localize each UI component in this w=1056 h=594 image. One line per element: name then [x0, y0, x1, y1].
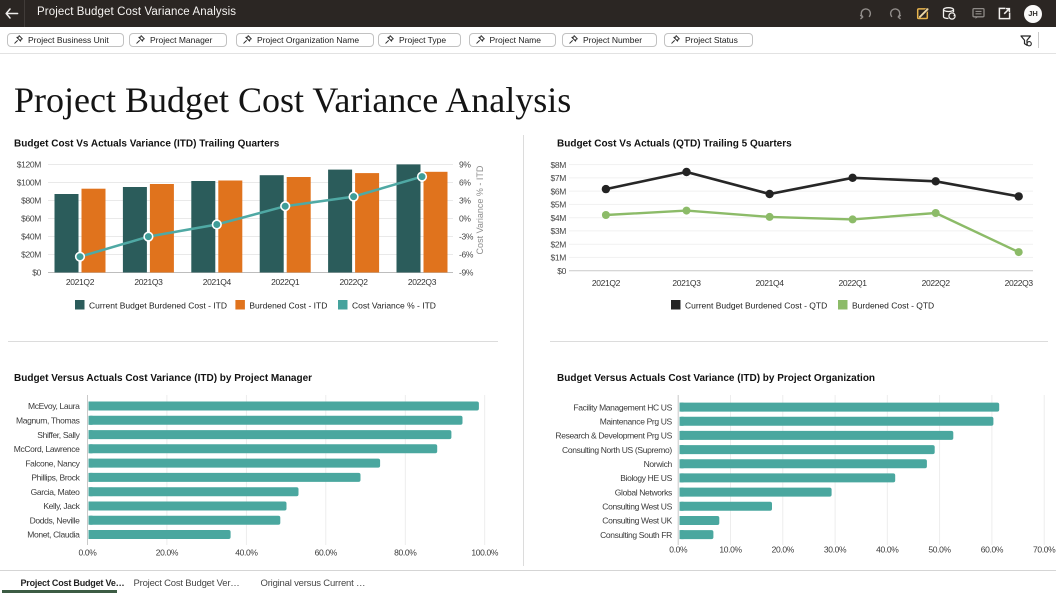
svg-text:$3M: $3M: [551, 226, 567, 236]
svg-text:$60M: $60M: [21, 214, 41, 224]
svg-text:Cost Variance % - ITD: Cost Variance % - ITD: [352, 301, 436, 311]
svg-text:2022Q3: 2022Q3: [1005, 278, 1034, 288]
svg-text:Current Budget Burdened Cost -: Current Budget Burdened Cost - QTD: [685, 301, 827, 311]
svg-text:2021Q4: 2021Q4: [756, 278, 785, 288]
svg-text:60.0%: 60.0%: [315, 548, 338, 558]
svg-text:30.0%: 30.0%: [824, 545, 847, 555]
svg-text:Phillips, Brock: Phillips, Brock: [31, 473, 80, 483]
svg-text:6%: 6%: [459, 178, 471, 188]
svg-text:$40M: $40M: [21, 232, 41, 242]
svg-text:10.0%: 10.0%: [719, 545, 742, 555]
svg-text:Current Budget Burdened Cost -: Current Budget Burdened Cost - ITD: [89, 301, 227, 311]
svg-text:0.0%: 0.0%: [79, 548, 98, 558]
svg-text:Budget Versus Actuals Cost Var: Budget Versus Actuals Cost Variance (ITD…: [14, 373, 312, 384]
svg-text:2021Q3: 2021Q3: [672, 278, 701, 288]
svg-text:McCord, Lawrence: McCord, Lawrence: [14, 444, 80, 454]
svg-text:Consulting West US: Consulting West US: [602, 502, 672, 512]
svg-text:0%: 0%: [459, 214, 471, 224]
svg-text:50.0%: 50.0%: [928, 545, 951, 555]
svg-text:2022Q1: 2022Q1: [271, 277, 300, 287]
svg-text:100.0%: 100.0%: [471, 548, 499, 558]
svg-text:$5M: $5M: [551, 200, 567, 210]
svg-text:$0: $0: [32, 268, 41, 278]
svg-text:Dodds, Neville: Dodds, Neville: [30, 515, 81, 525]
svg-text:0.0%: 0.0%: [669, 545, 688, 555]
svg-text:3%: 3%: [459, 196, 471, 206]
svg-text:2021Q3: 2021Q3: [134, 277, 163, 287]
svg-text:$6M: $6M: [551, 186, 567, 196]
svg-text:$7M: $7M: [551, 173, 567, 183]
svg-text:20.0%: 20.0%: [772, 545, 795, 555]
svg-text:2022Q2: 2022Q2: [340, 277, 369, 287]
svg-text:2021Q2: 2021Q2: [66, 277, 95, 287]
svg-text:Budget Cost Vs Actuals (QTD) T: Budget Cost Vs Actuals (QTD) Trailing 5 …: [557, 139, 792, 150]
svg-text:$8M: $8M: [551, 160, 567, 170]
svg-text:2022Q2: 2022Q2: [922, 278, 951, 288]
svg-text:40.0%: 40.0%: [235, 548, 258, 558]
svg-text:Burdened Cost - QTD: Burdened Cost - QTD: [852, 301, 934, 311]
svg-text:Budget Cost Vs Actuals Varianc: Budget Cost Vs Actuals Variance (ITD) Tr…: [14, 139, 280, 150]
svg-text:2022Q1: 2022Q1: [839, 278, 868, 288]
svg-text:$100M: $100M: [17, 178, 42, 188]
svg-text:-9%: -9%: [459, 268, 474, 278]
svg-text:2022Q3: 2022Q3: [408, 277, 437, 287]
svg-text:-3%: -3%: [459, 232, 474, 242]
svg-text:Kelly, Jack: Kelly, Jack: [43, 501, 80, 511]
svg-text:Global Networks: Global Networks: [615, 487, 672, 497]
svg-text:Falcone, Nancy: Falcone, Nancy: [25, 458, 80, 468]
svg-text:Research & Development Prg US: Research & Development Prg US: [555, 431, 672, 441]
svg-text:$2M: $2M: [551, 239, 567, 249]
svg-text:Norwich: Norwich: [644, 459, 673, 469]
svg-text:$0: $0: [557, 266, 566, 276]
svg-text:Shiffer, Sally: Shiffer, Sally: [37, 430, 80, 440]
svg-text:70.0%: 70.0%: [1033, 545, 1056, 555]
svg-text:Consulting West UK: Consulting West UK: [602, 516, 672, 526]
svg-text:-6%: -6%: [459, 250, 474, 260]
svg-text:$120M: $120M: [17, 160, 42, 170]
svg-text:Cost Variance % - ITD: Cost Variance % - ITD: [475, 165, 485, 254]
svg-text:Maintenance Prg US: Maintenance Prg US: [600, 417, 673, 427]
svg-text:McEvoy, Laura: McEvoy, Laura: [28, 401, 80, 411]
svg-text:40.0%: 40.0%: [876, 545, 899, 555]
svg-text:Magnum, Thomas: Magnum, Thomas: [16, 416, 80, 426]
svg-text:Monet, Claudia: Monet, Claudia: [27, 530, 80, 540]
svg-text:Biology HE US: Biology HE US: [620, 473, 672, 483]
svg-text:Consulting South FR: Consulting South FR: [600, 530, 672, 540]
svg-text:$80M: $80M: [21, 196, 41, 206]
svg-text:2021Q4: 2021Q4: [203, 277, 232, 287]
svg-text:$20M: $20M: [21, 250, 41, 260]
svg-text:80.0%: 80.0%: [394, 548, 417, 558]
svg-text:Budget Versus Actuals Cost Var: Budget Versus Actuals Cost Variance (ITD…: [557, 373, 875, 384]
svg-text:9%: 9%: [459, 160, 471, 170]
svg-text:Burdened Cost - ITD: Burdened Cost - ITD: [249, 301, 327, 311]
svg-text:Consulting North US (Supremo): Consulting North US (Supremo): [562, 445, 672, 455]
svg-text:Garcia, Mateo: Garcia, Mateo: [31, 487, 80, 497]
svg-text:$4M: $4M: [551, 213, 567, 223]
svg-text:60.0%: 60.0%: [981, 545, 1004, 555]
svg-text:$1M: $1M: [551, 253, 567, 263]
svg-text:20.0%: 20.0%: [156, 548, 179, 558]
svg-text:Facility Management HC US: Facility Management HC US: [573, 402, 672, 412]
svg-text:2021Q2: 2021Q2: [592, 278, 621, 288]
